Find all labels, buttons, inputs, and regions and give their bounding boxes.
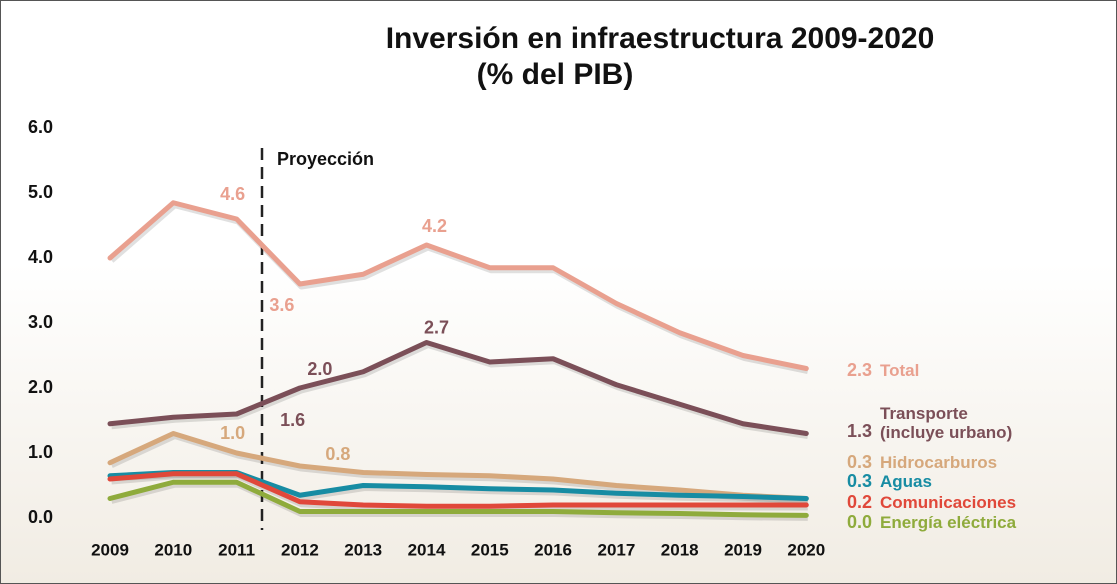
legend-label: Hidrocarburos <box>880 453 998 472</box>
series-line <box>107 471 809 509</box>
x-tick-label: 2019 <box>724 540 762 559</box>
value-label: 2.7 <box>424 317 449 337</box>
x-tick-label: 2012 <box>281 540 319 559</box>
end-value-label: 0.3 <box>847 452 872 472</box>
x-tick-label: 2010 <box>154 540 192 559</box>
y-tick-label: 1.0 <box>28 442 53 462</box>
legend-label: Aguas <box>880 472 932 491</box>
x-tick-label: 2017 <box>597 540 635 559</box>
series-line <box>107 479 809 518</box>
annotation: Proyección <box>277 149 374 169</box>
x-tick-label: 2020 <box>787 540 825 559</box>
value-label: 1.0 <box>220 423 245 443</box>
value-label: 4.6 <box>220 184 245 204</box>
chart-subtitle: (% del PIB) <box>477 58 634 91</box>
line-shadow <box>111 342 809 439</box>
x-tick-label: 2015 <box>471 540 509 559</box>
value-label: 1.6 <box>280 410 305 430</box>
y-tick-label: 4.0 <box>28 247 53 267</box>
chart-title: Inversión en infraestructura 2009-2020 <box>386 22 935 55</box>
end-value-label: 0.2 <box>847 492 872 512</box>
x-tick-label: 2018 <box>661 540 699 559</box>
end-value-label: 1.3 <box>847 421 872 441</box>
y-tick-label: 3.0 <box>28 312 53 332</box>
y-tick-label: 2.0 <box>28 377 53 397</box>
legend-label: Comunicaciones <box>880 493 1017 512</box>
value-label: 0.8 <box>325 444 350 464</box>
value-label: 2.0 <box>307 359 332 379</box>
y-tick-label: 6.0 <box>28 117 53 137</box>
series-line <box>107 340 809 436</box>
value-label: 3.6 <box>269 295 294 315</box>
end-value-label: 0.3 <box>847 471 872 491</box>
x-tick-label: 2016 <box>534 540 572 559</box>
x-tick-label: 2011 <box>218 540 255 559</box>
line-shadow <box>109 202 809 374</box>
x-tick-label: 2013 <box>344 540 382 559</box>
legend-label: Total <box>880 361 920 380</box>
value-label: 4.2 <box>422 216 447 236</box>
legend-label: Energía eléctrica <box>880 513 1017 532</box>
series-line <box>107 431 809 501</box>
x-tick-label: 2014 <box>408 540 446 559</box>
series-line <box>107 200 809 371</box>
y-tick-label: 0.0 <box>28 507 53 527</box>
y-tick-label: 5.0 <box>28 182 53 202</box>
legend-label: Transporte (incluye urbano) <box>880 404 1013 442</box>
end-value-label: 2.3 <box>847 360 872 380</box>
end-value-label: 0.0 <box>847 512 872 532</box>
x-tick-label: 2009 <box>91 540 129 559</box>
